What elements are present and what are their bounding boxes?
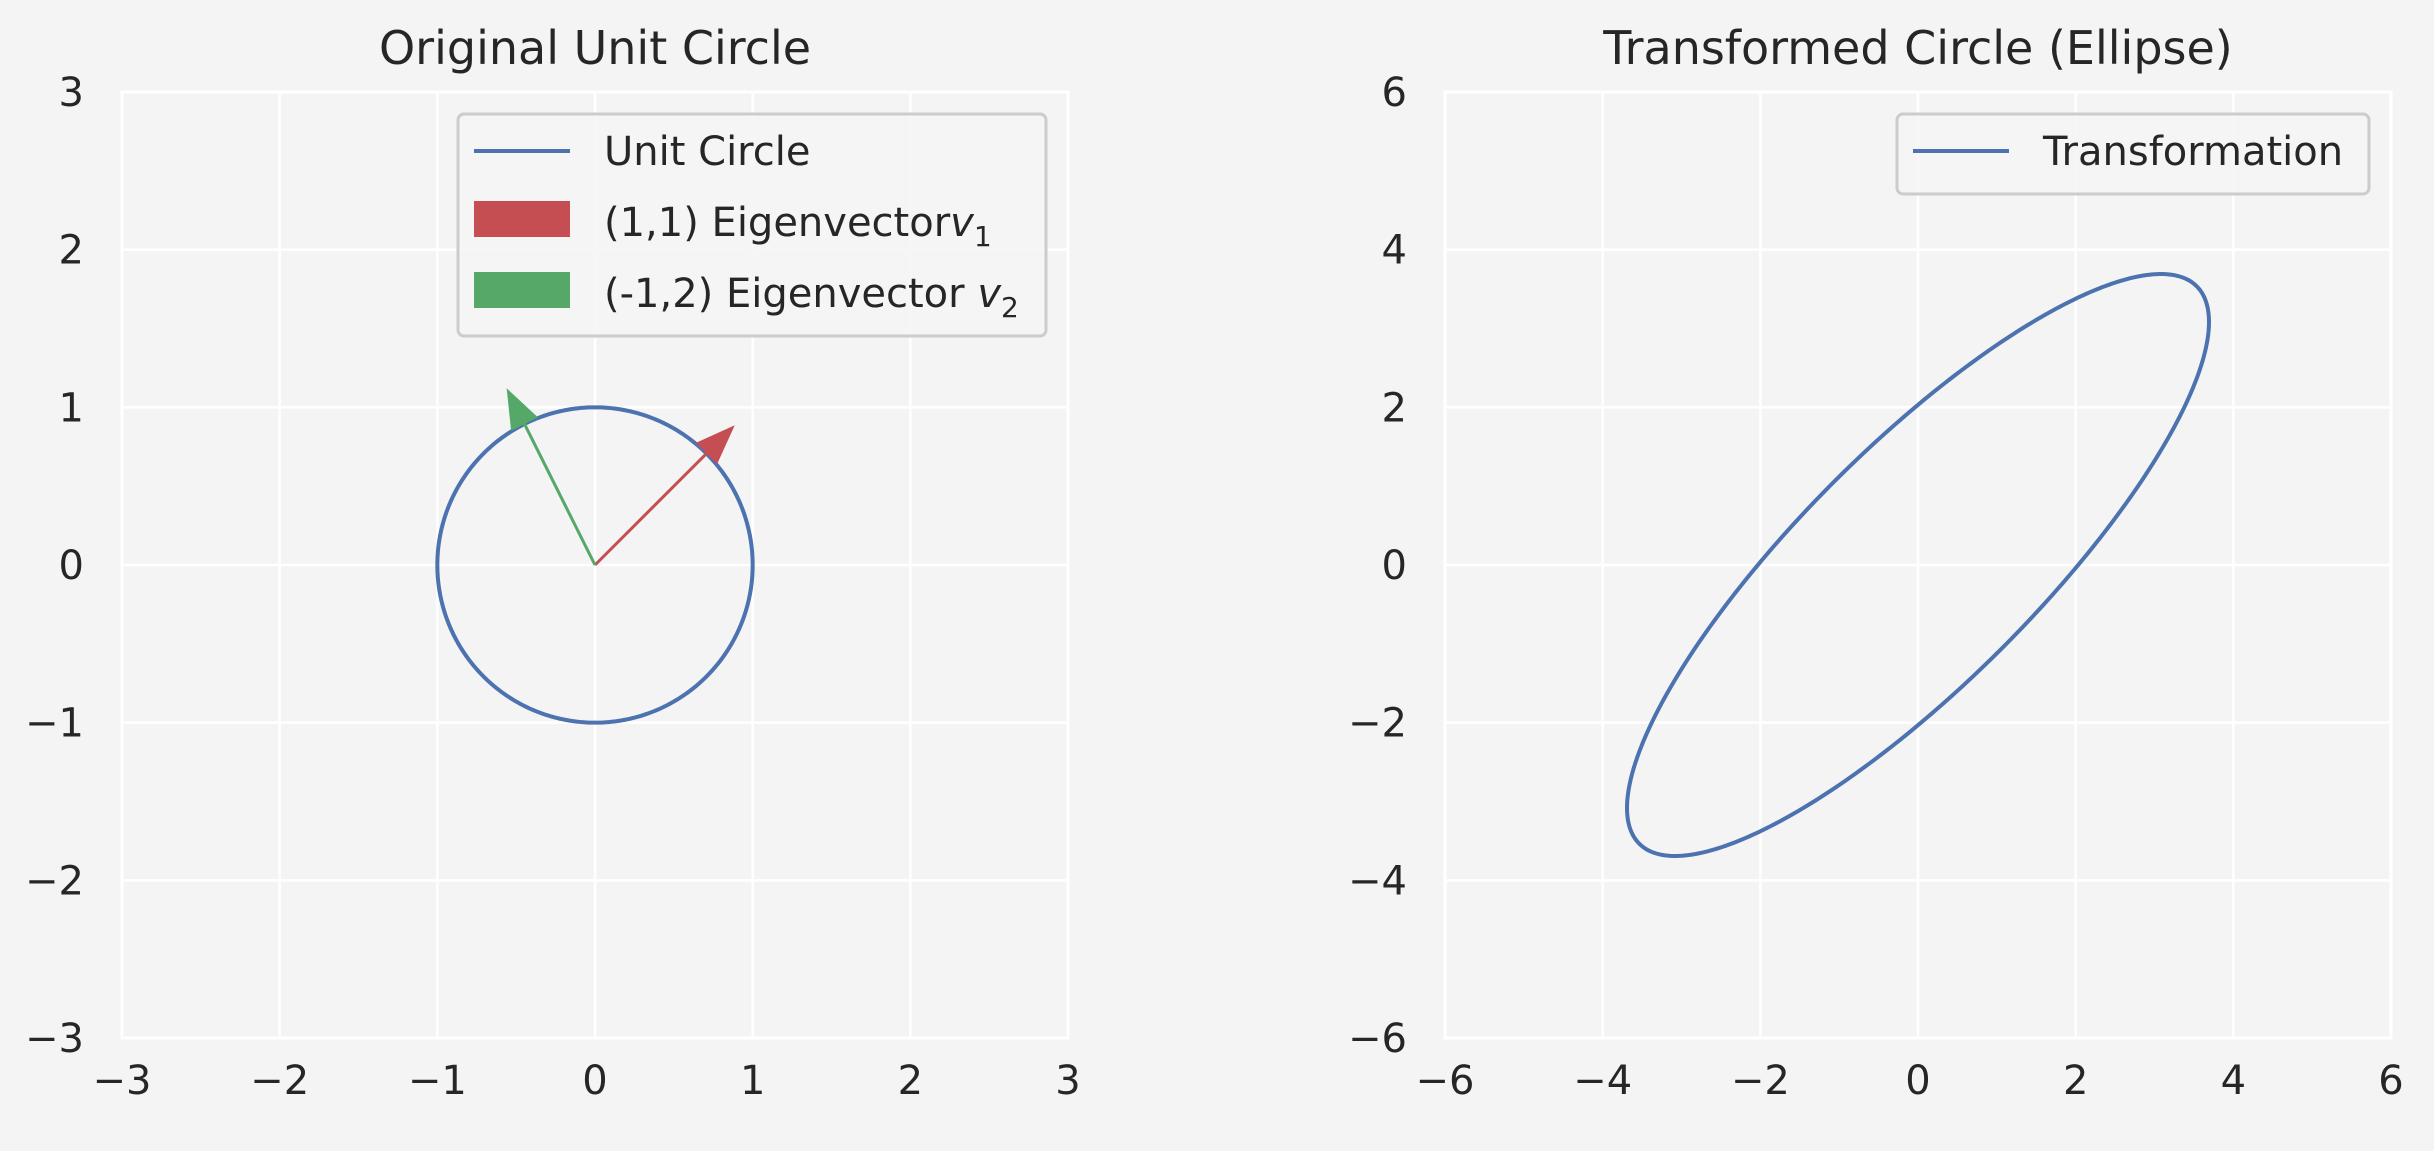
y-tick-label: 2 (59, 228, 84, 274)
legend-label-transformation: Transformation (2042, 129, 2343, 175)
legend-label-eigenvector-2-text: (-1,2) Eigenvector (604, 271, 977, 317)
legend-label-eigenvector-1-var: v (950, 200, 975, 246)
unit-circle-curve (435, 405, 755, 725)
legend: Transformation (1895, 112, 2371, 196)
eigenvector-1-arrow-shaft (593, 452, 708, 567)
eigenvector-1-arrow-head (695, 425, 735, 465)
y-tick-label: −2 (1348, 701, 1407, 747)
ellipse-panel: Transformed Circle (Ellipse) −6 −4 −2 0 2 4 6−… (1348, 21, 2404, 1104)
series-layer (1625, 272, 2211, 858)
legend-label-eigenvector-2-sub: 2 (1001, 291, 1019, 324)
y-tick-label: 3 (59, 70, 84, 116)
x-tick-label: 0 (582, 1058, 607, 1104)
y-tick-label: 2 (1382, 385, 1407, 431)
y-tick-label: 6 (1382, 70, 1407, 116)
x-tick-label: 2 (2063, 1058, 2088, 1104)
eigenvector-2-arrow-shaft (523, 423, 597, 566)
chart-title: Transformed Circle (Ellipse) (1602, 21, 2233, 75)
y-tick-label: −4 (1348, 858, 1407, 904)
plot-frame (1443, 90, 2393, 1040)
x-tick-label: −6 (1416, 1058, 1475, 1104)
legend-label-eigenvector-2-var: v (977, 271, 1002, 317)
unit-circle-panel: Original Unit Circle −3 −2 −1 0 1 2 3 −3 −2 −1 0 1 2… (25, 21, 1081, 1104)
y-tick-label: 4 (1382, 228, 1407, 274)
legend-swatch-eigenvector-1 (474, 201, 570, 237)
x-tick-label: −1 (408, 1058, 467, 1104)
x-tick-label: 6 (2378, 1058, 2403, 1104)
x-tick-label: −2 (1731, 1058, 1790, 1104)
legend-label-unit-circle: Unit Circle (604, 129, 810, 175)
tick-labels: −3 −2 −1 0 1 2 3 −3 −2 −1 0 1 2 3 (25, 70, 1081, 1104)
x-tick-label: −2 (250, 1058, 309, 1104)
y-tick-label: −2 (25, 858, 84, 904)
x-tick-label: 0 (1905, 1058, 1930, 1104)
y-tick-label: 0 (1382, 543, 1407, 589)
legend-box (1895, 112, 2371, 196)
transformation-curve (1625, 272, 2211, 858)
legend: Unit Circle (1,1) Eigenvectorv1 (-1,2) E… (456, 112, 1048, 338)
x-tick-label: 1 (740, 1058, 765, 1104)
x-tick-label: −4 (1573, 1058, 1632, 1104)
legend-label-eigenvector-1-text: (1,1) Eigenvector (604, 200, 951, 246)
chart-title: Original Unit Circle (379, 21, 811, 75)
legend-label-eigenvector-1: (1,1) Eigenvectorv1 (604, 200, 992, 253)
y-tick-label: −1 (25, 701, 84, 747)
x-tick-label: 2 (898, 1058, 923, 1104)
series-layer (435, 388, 755, 725)
x-tick-label: −3 (93, 1058, 152, 1104)
plot-frame (120, 90, 1070, 1040)
legend-label-eigenvector-2: (-1,2) Eigenvector v2 (604, 271, 1019, 324)
y-tick-label: −3 (25, 1016, 84, 1062)
y-tick-label: −6 (1348, 1016, 1407, 1062)
y-tick-label: 0 (59, 543, 84, 589)
legend-box (456, 112, 1048, 338)
x-tick-label: 4 (2221, 1058, 2246, 1104)
legend-swatch-eigenvector-2 (474, 272, 570, 308)
x-tick-label: 3 (1055, 1058, 1080, 1104)
tick-labels: −6 −4 −2 0 2 4 6 −6 −4 −2 0 2 4 6 (1348, 70, 2404, 1104)
y-tick-label: 1 (59, 385, 84, 431)
legend-label-eigenvector-1-sub: 1 (974, 220, 992, 253)
eigenvector-2-arrow-head (506, 388, 538, 431)
